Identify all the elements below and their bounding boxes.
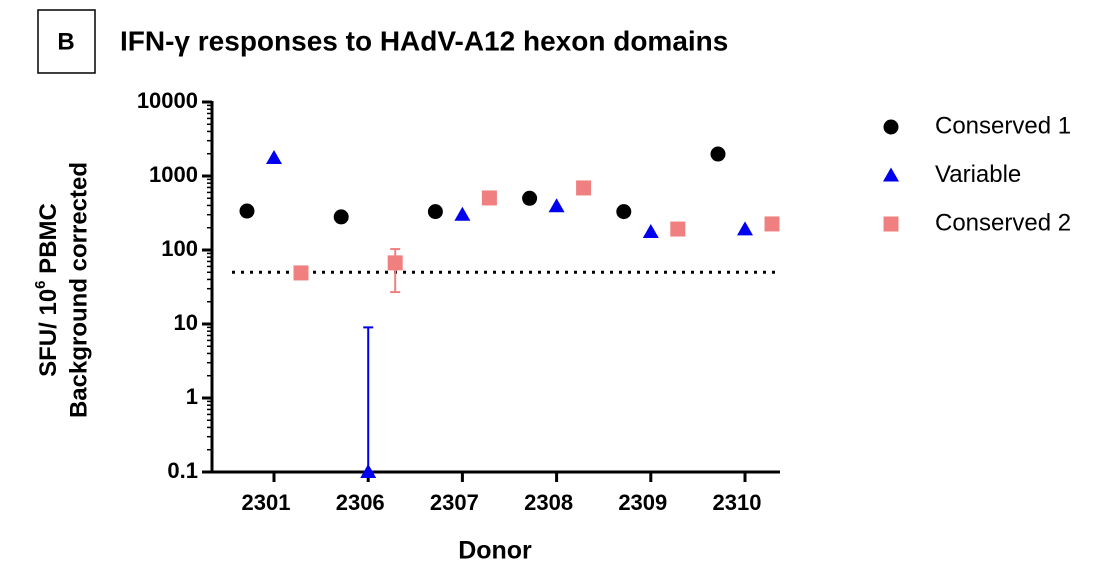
x-tick-label: 2301 — [242, 490, 291, 515]
data-point — [239, 203, 255, 219]
y-tick-label: 10 — [174, 310, 198, 335]
data-point — [548, 198, 565, 213]
chart-title: IFN-γ responses to HAdV-A12 hexon domain… — [120, 25, 728, 56]
data-point — [293, 265, 309, 281]
data-point — [427, 204, 443, 220]
data-point — [360, 464, 377, 478]
y-label-superscript: 6 — [32, 280, 49, 288]
data-point — [266, 150, 282, 165]
y-tick-label: 100 — [161, 236, 198, 261]
x-axis-label: Donor — [458, 537, 532, 565]
y-tick-label: 0.1 — [167, 458, 198, 483]
data-point — [710, 146, 726, 162]
panel-label: B — [57, 28, 74, 55]
x-tick-label: 2308 — [524, 490, 573, 515]
data-point — [576, 180, 592, 196]
data-point — [642, 224, 659, 239]
y-axis-label-line2: Background corrected — [65, 162, 92, 418]
panel-box — [37, 9, 96, 74]
data-point — [333, 209, 349, 225]
y-label-part: SFU/ 10 — [35, 289, 62, 377]
y-tick-label: 1 — [186, 384, 198, 409]
x-tick-label: 2306 — [336, 490, 385, 515]
data-point — [764, 216, 780, 232]
data-point — [454, 206, 471, 221]
data-point — [522, 190, 538, 206]
legend-label: Variable — [935, 161, 1021, 188]
data-point — [737, 221, 753, 236]
y-label-part: PBMC — [35, 203, 62, 280]
legend-label: Conserved 1 — [935, 112, 1071, 139]
data-point — [387, 255, 403, 271]
data-point — [481, 190, 497, 206]
legend-marker — [883, 119, 899, 135]
x-tick-label: 2310 — [713, 490, 762, 515]
legend-label: Conserved 2 — [935, 209, 1071, 236]
x-tick-label: 2309 — [618, 490, 667, 515]
y-axis-label: SFU/ 106 PBMC Background corrected — [32, 162, 92, 418]
data-point — [670, 221, 686, 237]
y-axis-label-line1: SFU/ 106 PBMC — [32, 203, 62, 377]
x-tick-label: 2307 — [430, 490, 479, 515]
y-tick-label: 1000 — [149, 162, 198, 187]
legend-marker — [883, 167, 899, 182]
y-tick-label: 10000 — [137, 88, 198, 113]
legend-marker — [883, 216, 899, 232]
data-point — [616, 204, 632, 220]
